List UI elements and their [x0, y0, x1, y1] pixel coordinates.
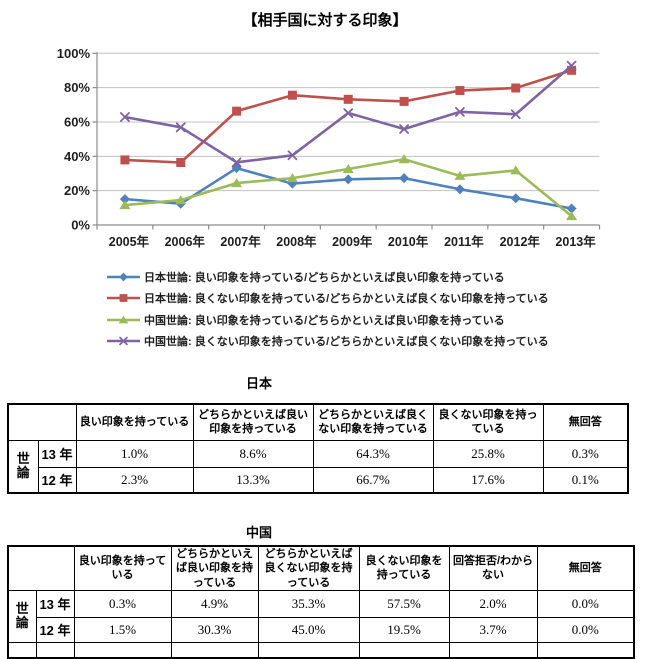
value-cell: 64.3%: [312, 439, 434, 468]
axes: [92, 52, 601, 230]
legend-label: 日本世論: 良い印象を持っている/どちらかといえば良い印象を持っている: [144, 271, 505, 284]
svg-text:40%: 40%: [64, 149, 90, 164]
clipped-cell: [448, 641, 538, 659]
japan-table-title: 日本: [245, 376, 272, 391]
row-group-label: 世論: [7, 439, 39, 494]
value-cell: 45.0%: [257, 616, 360, 643]
year-label: 12 年: [37, 466, 77, 494]
value-cell: 25.8%: [432, 439, 544, 468]
legend-item: 中国世論: 良い印象を持っている/どちらかといえば良い印象を持っている: [106, 309, 549, 331]
value-cell: 0.3%: [73, 589, 172, 618]
value-cell: 1.0%: [75, 439, 194, 468]
japan-table: 良い印象を持っている どちらかといえば良い印象を持っている どちらかといえば良くない…: [7, 403, 629, 494]
legend-item: 中国世論: 良くない印象を持っている/どちらかといえば良くない印象を持っている: [106, 331, 549, 353]
value-cell: 35.3%: [257, 589, 360, 618]
svg-text:60%: 60%: [64, 114, 90, 129]
svg-text:80%: 80%: [64, 80, 90, 95]
value-cell: 0.0%: [536, 589, 635, 618]
china-table-title: 中国: [245, 525, 272, 540]
page-title: 【相手国に対する印象】: [242, 12, 408, 29]
value-cell: 57.5%: [358, 589, 450, 618]
corner-cell: [7, 545, 75, 591]
value-cell: 3.7%: [448, 616, 538, 643]
value-cell: 66.7%: [312, 466, 434, 494]
column-header: 良い印象を持っている: [73, 545, 172, 591]
legend-marker-triangle-icon: [107, 315, 140, 324]
column-header: 回答拒否/わからない: [448, 545, 538, 591]
row-group-char: 世: [16, 451, 30, 467]
legend-label: 日本世論: 良くない印象を持っている/どちらかといえば良くない印象を持っている: [144, 293, 549, 306]
column-header: 良くない印象を持っている: [358, 545, 450, 591]
column-header: どちらかといえば良い印象を持っている: [192, 403, 314, 441]
clipped-cell: [7, 641, 37, 659]
svg-text:2010年: 2010年: [388, 234, 429, 249]
value-cell: 1.5%: [73, 616, 172, 643]
series-2: [119, 154, 578, 221]
value-cell: 30.3%: [170, 616, 259, 643]
clipped-cell: [358, 641, 450, 659]
clipped-cell: [257, 641, 360, 659]
svg-text:0%: 0%: [71, 218, 90, 233]
legend-marker-diamond-icon: [107, 272, 140, 282]
value-cell: 0.3%: [542, 439, 629, 468]
chart-legend: 日本世論: 良い印象を持っている/どちらかといえば良い印象を持っている日本世論:…: [106, 266, 549, 352]
clipped-cell: [170, 641, 259, 659]
year-label: 13 年: [37, 439, 77, 468]
column-header: どちらかといえば良くない印象を持っている: [257, 545, 360, 591]
series-1: [120, 65, 577, 168]
y-axis-labels: 0% 20% 40% 60% 80% 100%: [57, 46, 91, 233]
series-3: [120, 60, 577, 168]
svg-text:2008年: 2008年: [276, 234, 317, 249]
value-cell: 8.6%: [192, 439, 314, 468]
value-cell: 0.1%: [542, 466, 629, 494]
value-cell: 2.0%: [448, 589, 538, 618]
value-cell: 4.9%: [170, 589, 259, 618]
value-cell: 17.6%: [432, 466, 544, 494]
legend-item: 日本世論: 良くない印象を持っている/どちらかといえば良くない印象を持っている: [106, 288, 549, 310]
column-header: 良い印象を持っている: [75, 403, 194, 441]
column-header: どちらかといえば良い印象を持っている: [170, 545, 259, 591]
row-group-char: 世: [15, 601, 29, 617]
svg-text:20%: 20%: [64, 183, 90, 198]
legend-label: 中国世論: 良くない印象を持っている/どちらかといえば良くない印象を持っている: [144, 336, 549, 349]
value-cell: 0.0%: [536, 616, 635, 643]
svg-text:2009年: 2009年: [332, 234, 373, 249]
value-cell: 19.5%: [358, 616, 450, 643]
svg-text:2012年: 2012年: [500, 234, 541, 249]
value-cell: 2.3%: [75, 466, 194, 494]
legend-label: 中国世論: 良い印象を持っている/どちらかといえば良い印象を持っている: [144, 314, 505, 327]
corner-cell: [7, 403, 77, 441]
svg-text:2011年: 2011年: [444, 234, 484, 249]
x-axis-labels: 2005年 2006年 2007年 2008年 2009年 2010年 2011年 2012年…: [109, 234, 596, 249]
legend-marker-x-icon: [107, 336, 140, 346]
row-group-char: 論: [15, 615, 29, 631]
value-cell: 13.3%: [192, 466, 314, 494]
svg-text:2007年: 2007年: [220, 234, 261, 249]
year-label: 12 年: [35, 616, 75, 643]
row-group-char: 論: [16, 465, 30, 481]
column-header: 良くない印象を持っている: [432, 403, 544, 441]
clipped-cell: [73, 641, 172, 659]
column-header: どちらかといえば良くない印象を持っている: [312, 403, 434, 441]
year-label: 13 年: [35, 589, 75, 618]
svg-text:2006年: 2006年: [165, 234, 206, 249]
legend-item: 日本世論: 良い印象を持っている/どちらかといえば良い印象を持っている: [106, 266, 549, 288]
clipped-cell: [536, 641, 635, 659]
clipped-cell: [35, 641, 75, 659]
column-header: 無回答: [536, 545, 635, 591]
row-group-label: 世論: [7, 589, 37, 643]
column-header: 無回答: [542, 403, 629, 441]
legend-marker-square-icon: [107, 294, 140, 303]
impression-line-chart: 0%20%40%60%80%100%2005年 2006年 2007年 2008年 20…: [57, 46, 601, 249]
svg-text:100%: 100%: [57, 46, 91, 61]
china-table: 良い印象を持っている どちらかといえば良い印象を持っている どちらかといえば良くない…: [7, 545, 635, 659]
svg-text:2013年: 2013年: [555, 234, 596, 249]
svg-text:2005年: 2005年: [109, 234, 150, 249]
